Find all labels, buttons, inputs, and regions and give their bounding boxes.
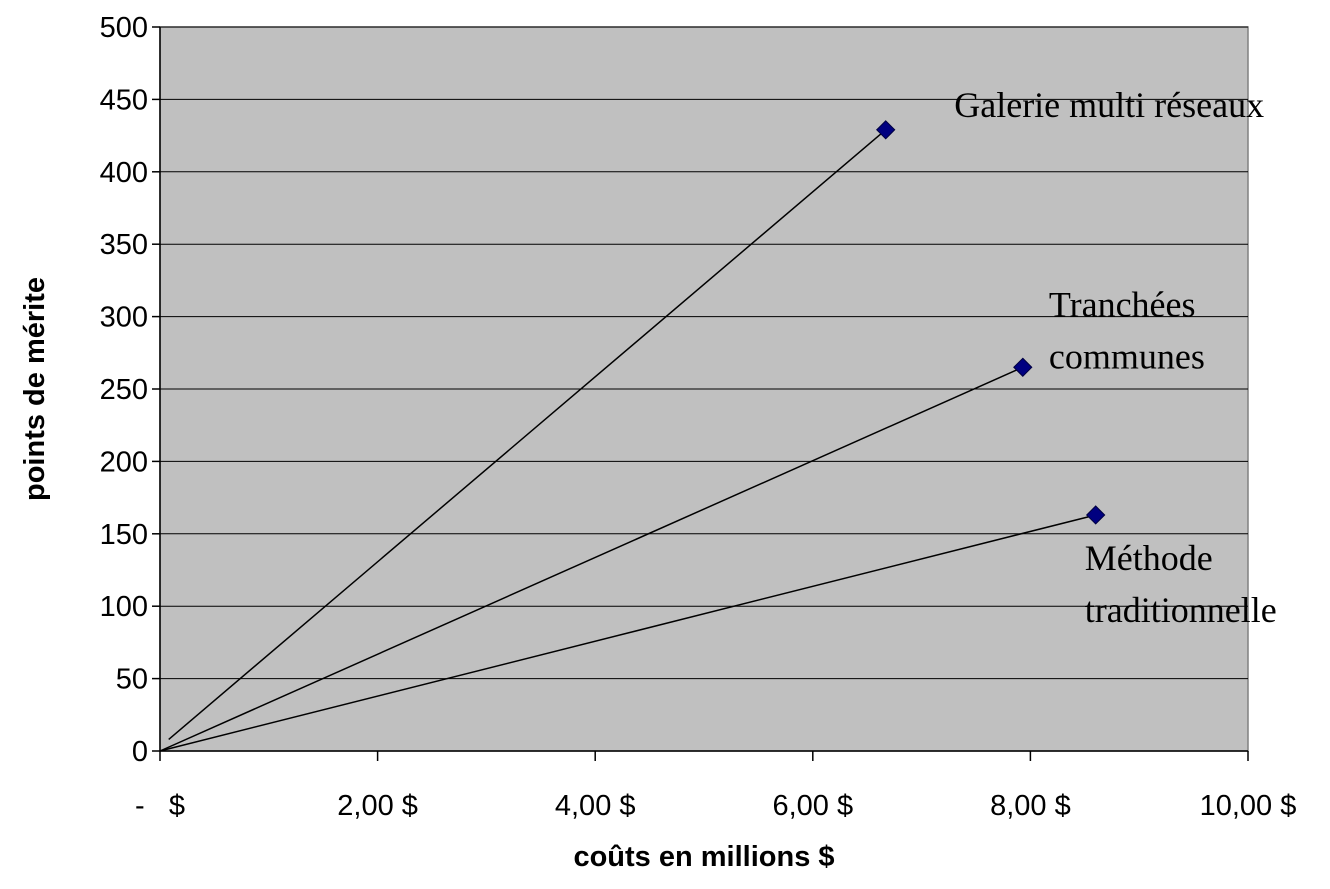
data-point-2	[1013, 357, 1033, 377]
annotation-line: Méthode	[1085, 538, 1213, 578]
x-tick-label: 10,00 $	[1200, 790, 1297, 822]
series-line-2	[159, 366, 1024, 752]
y-axis-title: points de mérite	[19, 277, 51, 501]
y-tick-label: 50	[116, 664, 148, 696]
x-tick-label: 4,00 $	[555, 790, 636, 822]
y-tick-label: 200	[100, 446, 148, 478]
x-tick-label: 6,00 $	[772, 790, 853, 822]
y-tick-label: 0	[132, 736, 148, 768]
gridlines	[160, 26, 1248, 680]
data-points	[875, 120, 1106, 525]
annotation-label-2: Tranchées communes	[1049, 285, 1205, 377]
annotations: Galerie multi réseaux Tranchées communes Mé…	[954, 85, 1276, 630]
y-tick-label: 100	[100, 591, 148, 623]
tick-labels: 0 50 100 150 200 250 300 350 400 450 500 - $ 2,00 $ 4…	[100, 12, 1297, 822]
annotation-line: Galerie multi réseaux	[954, 85, 1264, 125]
annotation-label-3: Méthode traditionnelle	[1085, 538, 1277, 630]
series-line-3	[159, 514, 1096, 752]
series-line-1	[168, 129, 887, 740]
annotation-label-1: Galerie multi réseaux	[954, 85, 1264, 125]
series-lines	[159, 129, 1096, 752]
y-tick-label: 350	[100, 229, 148, 261]
x-tick-label: 2,00 $	[337, 790, 418, 822]
annotation-line: traditionnelle	[1085, 590, 1277, 630]
annotation-line: Tranchées	[1049, 285, 1196, 325]
data-point-1	[875, 120, 896, 140]
y-tick-label: 500	[100, 12, 148, 44]
y-tick-label: 250	[100, 374, 148, 406]
y-tick-label: 150	[100, 519, 148, 551]
axes	[152, 26, 1249, 761]
y-tick-label: 400	[100, 157, 148, 189]
y-tick-label: 450	[100, 84, 148, 116]
data-point-3	[1085, 505, 1106, 525]
x-tick-label: 8,00 $	[990, 790, 1071, 822]
y-tick-label: 300	[100, 302, 148, 334]
x-axis-title: coûts en millions $	[573, 841, 834, 873]
annotation-line: communes	[1049, 337, 1205, 377]
x-tick-label: - $	[135, 790, 185, 822]
